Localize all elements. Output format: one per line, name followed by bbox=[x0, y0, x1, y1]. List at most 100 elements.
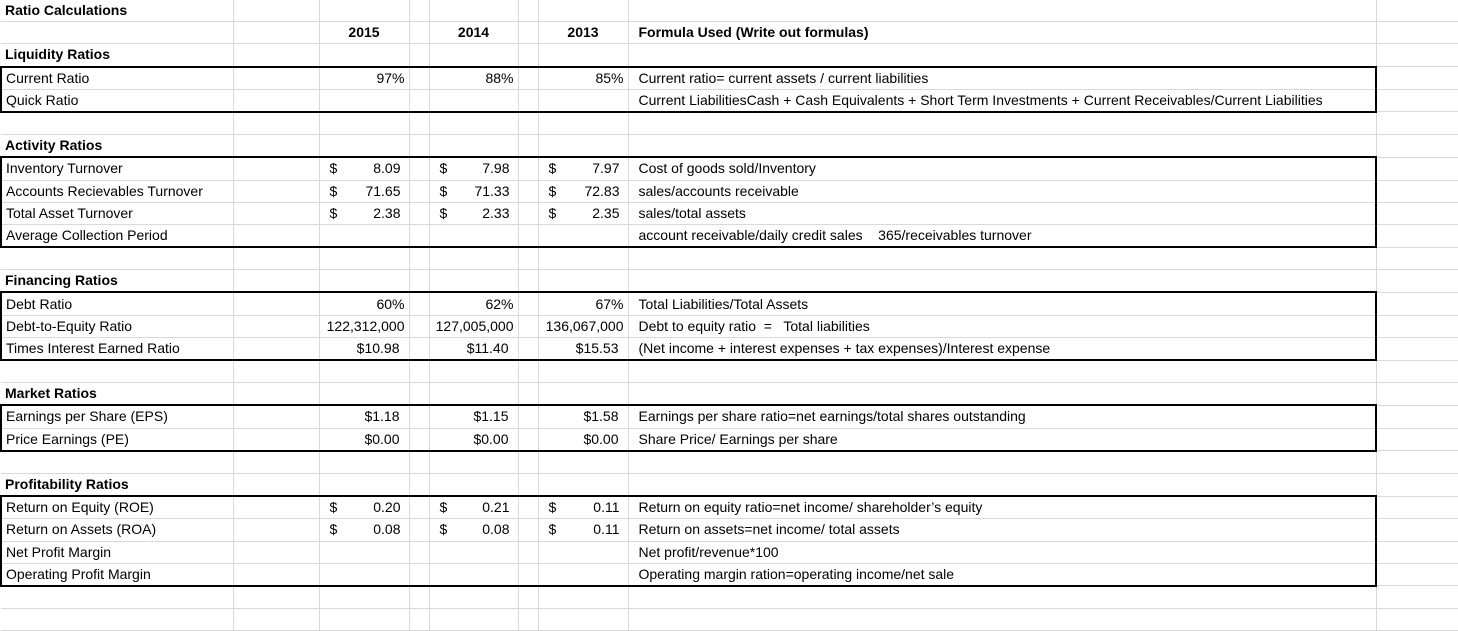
empty-cell[interactable] bbox=[319, 360, 410, 384]
row-label-average-collection-period[interactable]: Average Collection Period bbox=[0, 224, 234, 249]
outside-cell[interactable] bbox=[1376, 450, 1458, 474]
empty-cell[interactable] bbox=[628, 473, 1377, 497]
cell-2015-accounts-recievables-turnover[interactable]: $71.65 bbox=[319, 180, 410, 203]
empty-cell[interactable] bbox=[319, 224, 410, 249]
spacer-cell[interactable] bbox=[233, 428, 320, 452]
empty-cell[interactable] bbox=[429, 269, 519, 293]
spacer-cell[interactable] bbox=[518, 21, 539, 45]
spacer-cell[interactable] bbox=[233, 315, 320, 338]
spacer-cell[interactable] bbox=[233, 156, 320, 181]
outside-cell[interactable] bbox=[1376, 180, 1458, 203]
cell-2013-times-interest-earned-ratio[interactable]: $15.53 bbox=[538, 337, 629, 361]
spacer-cell[interactable] bbox=[409, 541, 430, 564]
row-label-total-asset-turnover[interactable]: Total Asset Turnover bbox=[0, 202, 234, 225]
empty-cell[interactable] bbox=[628, 382, 1377, 406]
empty-cell[interactable] bbox=[538, 360, 629, 384]
empty-cell[interactable] bbox=[319, 247, 410, 271]
empty-cell[interactable] bbox=[538, 450, 629, 474]
row-label-return-on-assets-roa[interactable]: Return on Assets (ROA) bbox=[0, 518, 234, 542]
spacer-cell[interactable] bbox=[409, 224, 430, 249]
outside-cell[interactable] bbox=[1376, 405, 1458, 429]
cell-2015-earnings-per-share-eps[interactable]: $1.18 bbox=[319, 404, 410, 429]
row-label-current-ratio[interactable]: Current Ratio bbox=[0, 65, 234, 90]
row-label-times-interest-earned-ratio[interactable]: Times Interest Earned Ratio bbox=[0, 337, 234, 361]
formula-accounts-recievables-turnover[interactable]: sales/accounts receivable bbox=[628, 180, 1377, 203]
empty-cell[interactable] bbox=[538, 585, 629, 610]
spacer-cell[interactable] bbox=[409, 563, 430, 587]
spacer-cell[interactable] bbox=[518, 563, 539, 587]
empty-cell[interactable] bbox=[538, 382, 629, 406]
cell-2013-price-earnings-pe[interactable]: $0.00 bbox=[538, 428, 629, 452]
spacer-cell[interactable] bbox=[409, 518, 430, 542]
spacer-cell[interactable] bbox=[518, 111, 539, 136]
empty-cell[interactable] bbox=[628, 134, 1377, 158]
outside-cell[interactable] bbox=[1376, 0, 1458, 23]
spacer-cell[interactable] bbox=[233, 111, 320, 136]
spacer-cell[interactable] bbox=[518, 518, 539, 542]
empty-cell[interactable] bbox=[429, 247, 519, 271]
cell-2013-earnings-per-share-eps[interactable]: $1.58 bbox=[538, 404, 629, 429]
spacer-cell[interactable] bbox=[233, 518, 320, 542]
spacer-cell[interactable] bbox=[409, 180, 430, 203]
spacer-cell[interactable] bbox=[233, 202, 320, 225]
empty-cell[interactable] bbox=[1, 608, 234, 631]
spacer-cell[interactable] bbox=[409, 473, 430, 497]
spacer-cell[interactable] bbox=[518, 89, 539, 113]
cell-2015-debt-to-equity-ratio[interactable]: 122,312,000 bbox=[319, 315, 410, 338]
cell-2014-return-on-assets-roa[interactable]: $0.08 bbox=[429, 518, 519, 542]
row-label-inventory-turnover[interactable]: Inventory Turnover bbox=[0, 156, 234, 181]
cell-2015-return-on-assets-roa[interactable]: $0.08 bbox=[319, 518, 410, 542]
empty-cell[interactable] bbox=[538, 247, 629, 271]
spacer-cell[interactable] bbox=[233, 473, 320, 497]
outside-cell[interactable] bbox=[1376, 608, 1458, 631]
formula-header-cell[interactable]: Formula Used (Write out formulas) bbox=[628, 21, 1377, 45]
spacer-cell[interactable] bbox=[409, 337, 430, 361]
empty-cell[interactable] bbox=[538, 111, 629, 136]
spacer-cell[interactable] bbox=[409, 247, 430, 271]
section-header-liquidity-ratios[interactable]: Liquidity Ratios bbox=[1, 43, 234, 68]
outside-cell[interactable] bbox=[1376, 134, 1458, 158]
cell-2015-debt-ratio[interactable]: 60% bbox=[319, 291, 410, 316]
formula-total-asset-turnover[interactable]: sales/total assets bbox=[628, 202, 1377, 225]
outside-cell[interactable] bbox=[1376, 541, 1458, 564]
empty-cell[interactable] bbox=[319, 563, 410, 587]
outside-cell[interactable] bbox=[1376, 337, 1458, 361]
cell-2015-return-on-equity-roe[interactable]: $0.20 bbox=[319, 495, 410, 520]
empty-cell[interactable] bbox=[319, 111, 410, 136]
outside-cell[interactable] bbox=[1376, 111, 1458, 136]
spacer-cell[interactable] bbox=[409, 89, 430, 113]
spacer-cell[interactable] bbox=[518, 0, 539, 23]
spacer-cell[interactable] bbox=[409, 21, 430, 45]
empty-cell[interactable] bbox=[429, 360, 519, 384]
spacer-cell[interactable] bbox=[518, 541, 539, 564]
spacer-cell[interactable] bbox=[518, 65, 539, 90]
spacer-cell[interactable] bbox=[233, 224, 320, 249]
spacer-cell[interactable] bbox=[233, 495, 320, 520]
cell-2013-debt-ratio[interactable]: 67% bbox=[538, 291, 629, 316]
spacer-cell[interactable] bbox=[233, 337, 320, 361]
row-label-accounts-recievables-turnover[interactable]: Accounts Recievables Turnover bbox=[0, 180, 234, 203]
year-header-2015[interactable]: 2015 bbox=[319, 21, 410, 45]
outside-cell[interactable] bbox=[1376, 315, 1458, 338]
spacer-cell[interactable] bbox=[409, 608, 430, 631]
outside-cell[interactable] bbox=[1376, 292, 1458, 316]
spacer-cell[interactable] bbox=[518, 495, 539, 520]
formula-net-profit-margin[interactable]: Net profit/revenue*100 bbox=[628, 541, 1377, 564]
spacer-cell[interactable] bbox=[233, 269, 320, 293]
empty-cell[interactable] bbox=[628, 247, 1377, 271]
formula-debt-ratio[interactable]: Total Liabilities/Total Assets bbox=[628, 291, 1377, 316]
formula-operating-profit-margin[interactable]: Operating margin ration=operating income… bbox=[628, 563, 1377, 587]
cell-2015-times-interest-earned-ratio[interactable]: $10.98 bbox=[319, 337, 410, 361]
empty-cell[interactable] bbox=[1, 111, 234, 136]
spacer-cell[interactable] bbox=[409, 202, 430, 225]
outside-cell[interactable] bbox=[1376, 224, 1458, 248]
formula-debt-to-equity-ratio[interactable]: Debt to equity ratio = Total liabilities bbox=[628, 315, 1377, 338]
formula-average-collection-period[interactable]: account receivable/daily credit sales 36… bbox=[628, 224, 1377, 249]
outside-cell[interactable] bbox=[1376, 360, 1458, 384]
formula-inventory-turnover[interactable]: Cost of goods sold/Inventory bbox=[628, 156, 1377, 181]
spacer-cell[interactable] bbox=[409, 65, 430, 90]
empty-cell[interactable] bbox=[1, 247, 234, 271]
empty-cell[interactable] bbox=[429, 473, 519, 497]
empty-cell[interactable] bbox=[628, 111, 1377, 136]
spacer-cell[interactable] bbox=[233, 585, 320, 610]
